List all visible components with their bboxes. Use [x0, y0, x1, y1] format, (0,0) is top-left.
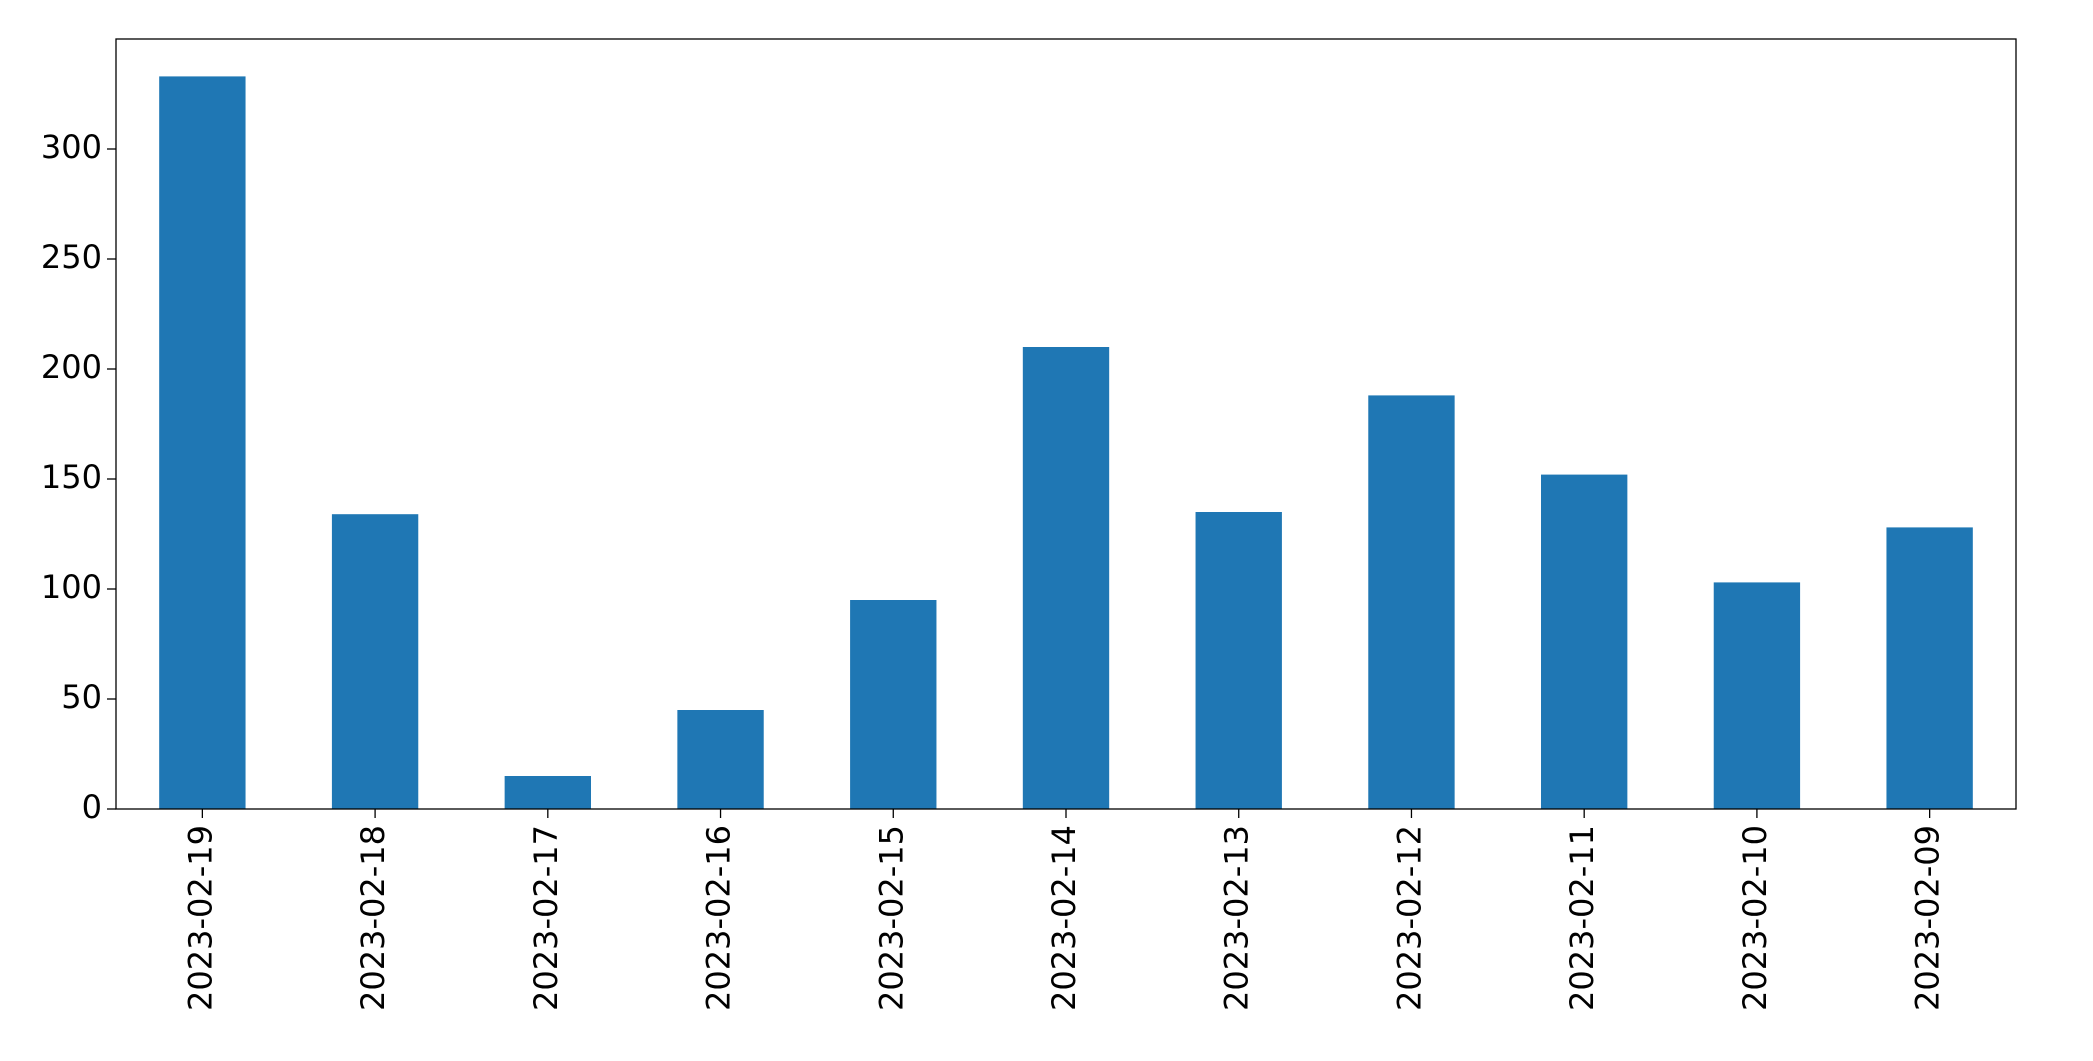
x-tick-label: 2023-02-19	[181, 825, 219, 1011]
bar	[1541, 474, 1628, 809]
y-tick-label: 100	[41, 568, 102, 606]
bar	[1713, 582, 1801, 809]
x-tick-label: 2023-02-17	[527, 825, 565, 1011]
plot-frame	[115, 38, 2017, 810]
y-tick-label: 150	[41, 458, 102, 496]
x-tick-label: 2023-02-12	[1390, 825, 1428, 1011]
y-tick-label: 0	[82, 788, 102, 826]
bar	[1368, 395, 1455, 809]
x-tick-label: 2023-02-10	[1736, 825, 1774, 1011]
y-tick-label: 250	[41, 238, 102, 276]
x-tick-label: 2023-02-15	[872, 825, 910, 1011]
bar	[677, 710, 764, 809]
bar	[850, 600, 937, 809]
x-tick-label: 2023-02-09	[1909, 825, 1947, 1011]
bar	[1195, 512, 1282, 809]
x-tick-label: 2023-02-14	[1045, 825, 1083, 1011]
y-tick-label: 200	[41, 348, 102, 386]
bar	[1886, 527, 1973, 809]
bar	[1022, 347, 1110, 809]
y-tick-label: 50	[61, 678, 102, 716]
bar	[504, 776, 591, 809]
bar	[331, 514, 419, 809]
x-tick-label: 2023-02-16	[700, 825, 738, 1011]
y-tick-label: 300	[41, 128, 102, 166]
x-tick-label: 2023-02-13	[1218, 825, 1256, 1011]
x-tick-label: 2023-02-18	[354, 825, 392, 1011]
bar	[159, 76, 246, 809]
x-tick-label: 2023-02-11	[1563, 825, 1601, 1011]
